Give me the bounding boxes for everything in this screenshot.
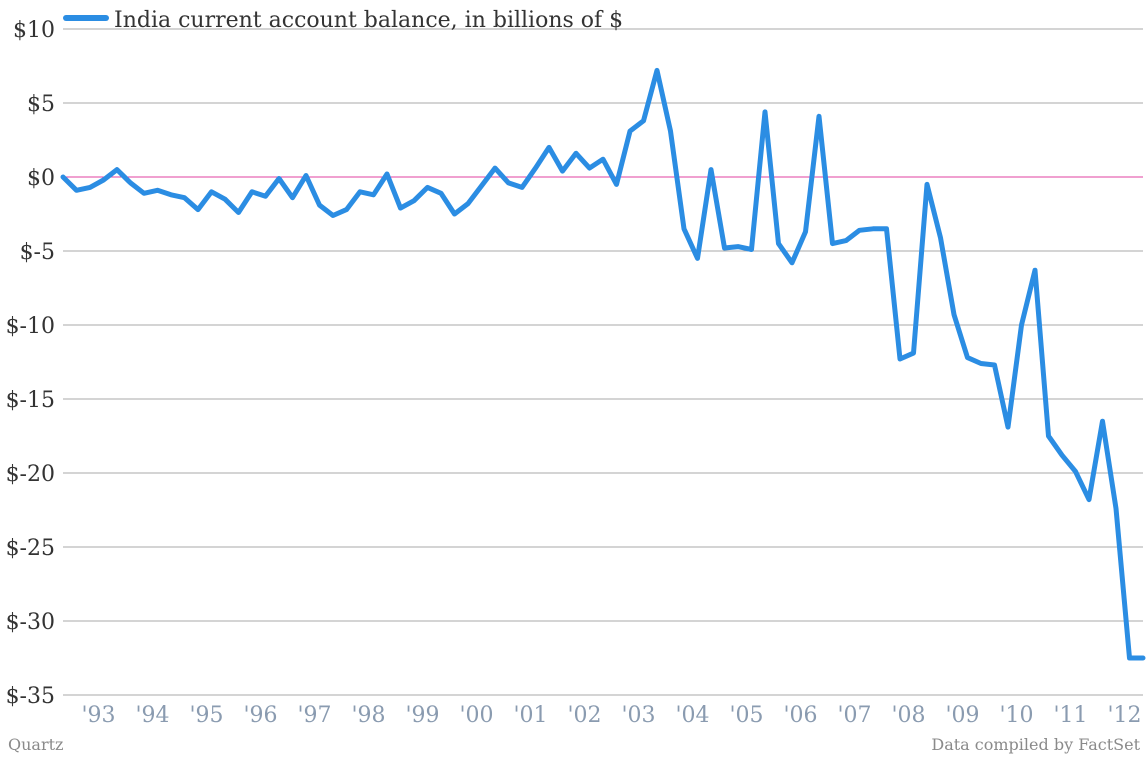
legend-label: India current account balance, in billio… xyxy=(114,8,623,33)
x-tick-label: '94 xyxy=(135,703,169,728)
x-tick-label: '97 xyxy=(297,703,331,728)
y-tick-label: $-10 xyxy=(6,314,55,339)
gridlines xyxy=(63,28,1143,696)
y-tick-label: $-15 xyxy=(6,388,55,413)
x-tick-label: '08 xyxy=(891,703,925,728)
y-tick-label: $0 xyxy=(27,166,55,191)
footer-source-left: Quartz xyxy=(8,735,63,754)
x-tick-label: '96 xyxy=(243,703,277,728)
x-tick-label: '00 xyxy=(459,703,493,728)
x-tick-label: '01 xyxy=(513,703,547,728)
x-tick-label: '95 xyxy=(189,703,223,728)
x-tick-label: '98 xyxy=(351,703,385,728)
x-tick-label: '93 xyxy=(81,703,115,728)
x-tick-label: '11 xyxy=(1053,703,1087,728)
x-tick-label: '05 xyxy=(729,703,763,728)
x-tick-label: '99 xyxy=(405,703,439,728)
x-tick-label: '06 xyxy=(783,703,817,728)
x-tick-label: '10 xyxy=(999,703,1033,728)
y-tick-label: $10 xyxy=(13,18,55,43)
y-tick-label: $-5 xyxy=(20,240,55,265)
y-tick-label: $5 xyxy=(27,92,55,117)
x-tick-label: '12 xyxy=(1107,703,1141,728)
x-tick-label: '02 xyxy=(567,703,601,728)
y-tick-label: $-30 xyxy=(6,610,55,635)
footer-source-right: Data compiled by FactSet xyxy=(931,735,1140,754)
series-line xyxy=(60,67,1146,661)
x-axis-tick-labels: '93 '94 '95 '96 '97 '98 '99 '00 '01 '02 '03 '04 '05 '… xyxy=(81,703,1141,728)
y-tick-label: $-35 xyxy=(6,684,55,709)
y-tick-label: $-20 xyxy=(6,462,55,487)
x-tick-label: '03 xyxy=(621,703,655,728)
x-tick-label: '09 xyxy=(945,703,979,728)
y-axis-tick-labels: $10 $5 $0 $-5 $-10 $-15 $-20 $-25 $-30 $-35 xyxy=(6,18,55,709)
x-tick-label: '04 xyxy=(675,703,709,728)
y-tick-label: $-25 xyxy=(6,536,55,561)
legend: India current account balance, in billio… xyxy=(63,8,623,33)
series-lines xyxy=(60,67,1146,661)
x-tick-label: '07 xyxy=(837,703,871,728)
